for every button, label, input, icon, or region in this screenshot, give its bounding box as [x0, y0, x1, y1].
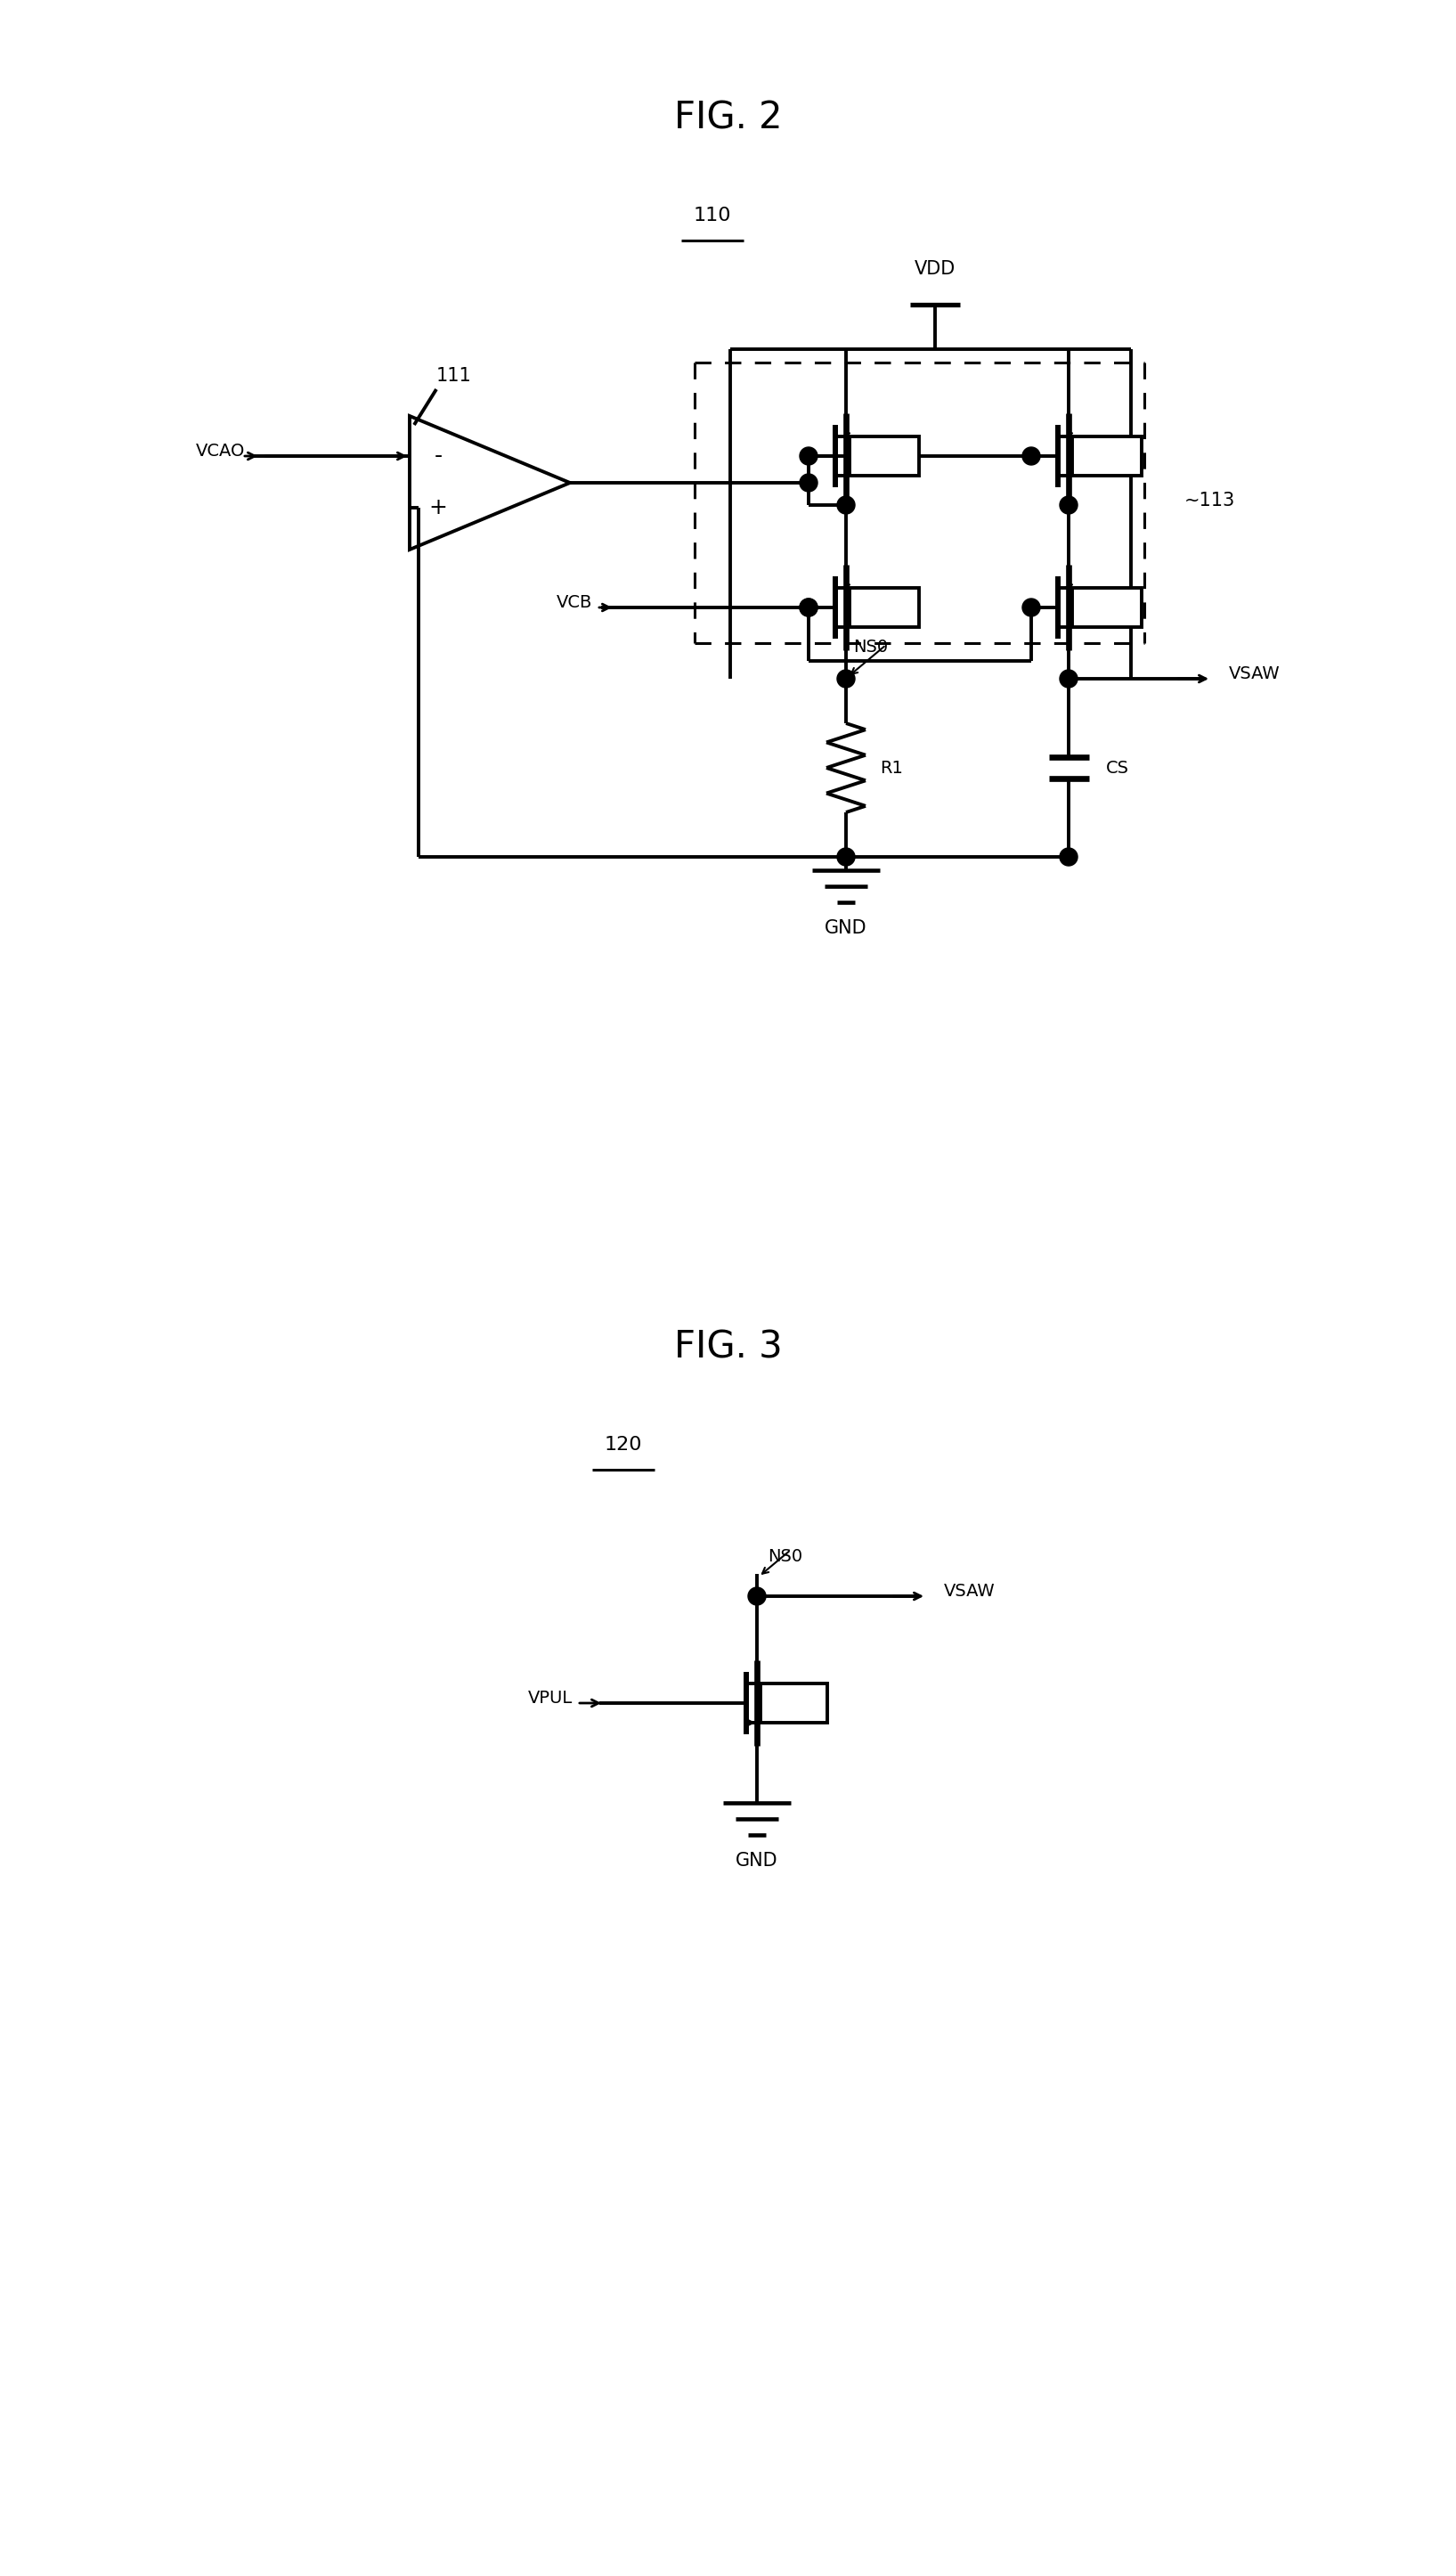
Text: MN1: MN1	[776, 1695, 812, 1710]
Text: ~113: ~113	[1184, 492, 1235, 510]
Circle shape	[1060, 670, 1077, 688]
Text: R1: R1	[879, 760, 903, 775]
Circle shape	[1060, 848, 1077, 866]
Text: GND: GND	[824, 920, 868, 938]
Bar	[1072, 435, 1142, 477]
Circle shape	[837, 848, 855, 866]
Text: MP4: MP4	[1091, 600, 1124, 616]
Circle shape	[799, 474, 817, 492]
Text: VSAW: VSAW	[943, 1584, 996, 1600]
Text: FIG. 3: FIG. 3	[674, 1329, 782, 1365]
Text: MP2: MP2	[1091, 448, 1124, 464]
Bar	[1072, 587, 1142, 626]
Text: NS0: NS0	[853, 639, 888, 657]
Text: VCB: VCB	[556, 595, 593, 611]
Text: -: -	[434, 446, 443, 466]
Bar	[849, 435, 919, 477]
Bar	[760, 1685, 827, 1723]
Text: 110: 110	[693, 206, 731, 224]
Text: VSAW: VSAW	[1229, 665, 1280, 683]
Bar	[849, 587, 919, 626]
Circle shape	[1022, 448, 1040, 464]
Text: FIG. 2: FIG. 2	[674, 98, 782, 137]
Circle shape	[799, 448, 817, 464]
Text: GND: GND	[735, 1852, 778, 1870]
Circle shape	[1022, 598, 1040, 616]
Text: VDD: VDD	[914, 260, 955, 278]
Text: VPUL: VPUL	[529, 1690, 572, 1708]
Text: CS: CS	[1107, 760, 1130, 775]
Circle shape	[799, 598, 817, 616]
Text: VCAO: VCAO	[195, 443, 245, 461]
Circle shape	[1060, 497, 1077, 515]
Circle shape	[799, 598, 817, 616]
Text: MP3: MP3	[868, 600, 901, 616]
Text: 120: 120	[604, 1435, 642, 1453]
Circle shape	[837, 670, 855, 688]
Text: NS0: NS0	[767, 1548, 802, 1564]
Text: 111: 111	[437, 366, 472, 384]
Text: MP1: MP1	[868, 448, 901, 464]
Circle shape	[837, 497, 855, 515]
Circle shape	[748, 1587, 766, 1605]
Text: +: +	[430, 497, 447, 518]
